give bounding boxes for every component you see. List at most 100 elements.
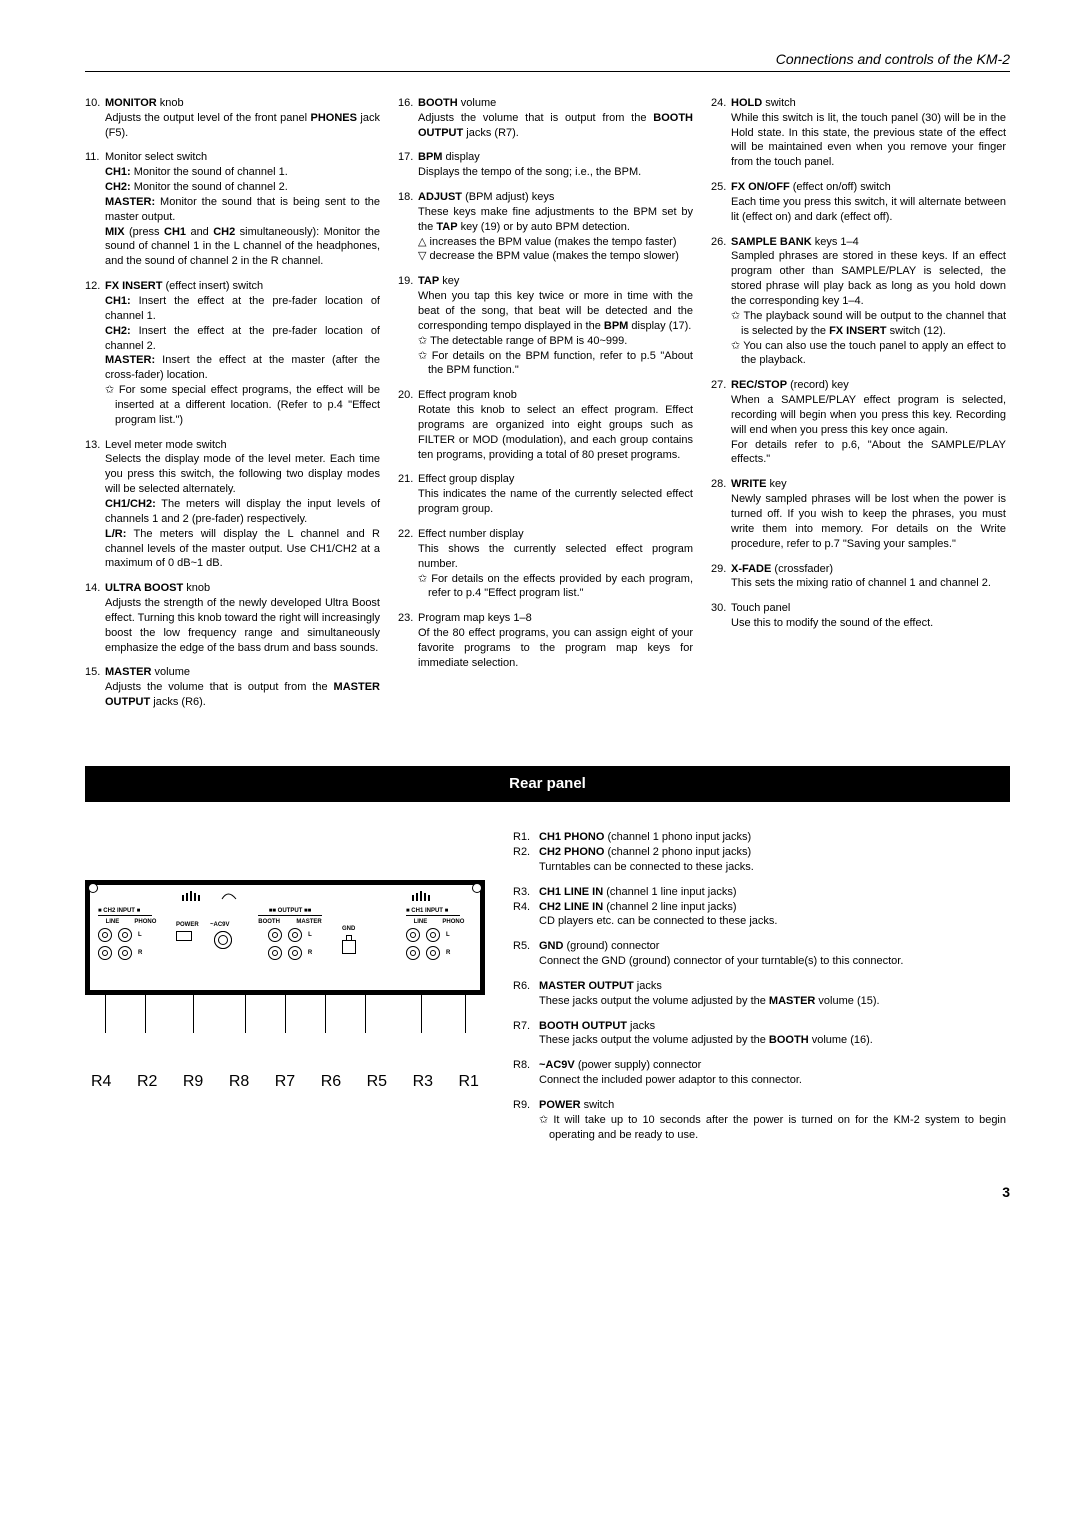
page-number: 3 xyxy=(85,1183,1010,1202)
list-item: 21.Effect group displayThis indicates th… xyxy=(398,472,697,517)
rear-pointer-label: R9 xyxy=(183,1071,203,1093)
item-body: FX ON/OFF (effect on/off) switchEach tim… xyxy=(731,180,1006,225)
item-body: ADJUST (BPM adjust) keysThese keys make … xyxy=(418,190,693,264)
item-body: CH1 PHONO (channel 1 phono input jacks) xyxy=(539,830,1006,845)
item-body: BOOTH volumeAdjusts the volume that is o… xyxy=(418,96,693,141)
list-item: 28.WRITE keyNewly sampled phrases will b… xyxy=(711,477,1010,551)
item-body: TAP keyWhen you tap this key twice or mo… xyxy=(418,274,693,378)
item-number: 12. xyxy=(85,279,105,294)
item-body: CH2 LINE IN (channel 2 line input jacks)… xyxy=(539,900,1006,930)
list-item: 17.BPM displayDisplays the tempo of the … xyxy=(398,150,697,180)
item-number: R5. xyxy=(513,939,539,954)
list-item: 15.MASTER volumeAdjusts the volume that … xyxy=(85,665,384,710)
item-body: Touch panelUse this to modify the sound … xyxy=(731,601,1006,631)
item-body: BOOTH OUTPUT jacksThese jacks output the… xyxy=(539,1019,1006,1049)
rear-pointer-label: R1 xyxy=(459,1071,479,1093)
rear-list-item: R7.BOOTH OUTPUT jacksThese jacks output … xyxy=(513,1019,1010,1049)
item-number: 20. xyxy=(398,388,418,403)
item-body: ULTRA BOOST knobAdjusts the strength of … xyxy=(105,581,380,655)
item-body: X-FADE (crossfader)This sets the mixing … xyxy=(731,562,1006,592)
item-number: 14. xyxy=(85,581,105,596)
item-body: Monitor select switchCH1: Monitor the so… xyxy=(105,150,380,269)
item-body: Level meter mode switchSelects the displ… xyxy=(105,438,380,572)
list-item: 14.ULTRA BOOST knobAdjusts the strength … xyxy=(85,581,384,655)
item-body: HOLD switchWhile this switch is lit, the… xyxy=(731,96,1006,170)
item-number: 23. xyxy=(398,611,418,626)
item-body: MASTER OUTPUT jacksThese jacks output th… xyxy=(539,979,1006,1009)
item-body: Program map keys 1–8Of the 80 effect pro… xyxy=(418,611,693,670)
rear-list: R1.CH1 PHONO (channel 1 phono input jack… xyxy=(513,830,1010,1152)
item-body: POWER switch✩ It will take up to 10 seco… xyxy=(539,1098,1006,1143)
item-number: R9. xyxy=(513,1098,539,1113)
list-item: 12.FX INSERT (effect insert) switchCH1: … xyxy=(85,279,384,427)
item-body: MONITOR knobAdjusts the output level of … xyxy=(105,96,380,141)
item-number: R6. xyxy=(513,979,539,994)
item-number: 21. xyxy=(398,472,418,487)
item-body: REC/STOP (record) keyWhen a SAMPLE/PLAY … xyxy=(731,378,1006,467)
list-item: 27.REC/STOP (record) keyWhen a SAMPLE/PL… xyxy=(711,378,1010,467)
item-number: R1. xyxy=(513,830,539,845)
item-number: R4. xyxy=(513,900,539,915)
item-body: ~AC9V (power supply) connectorConnect th… xyxy=(539,1058,1006,1088)
rear-panel-diagram: ■ CH2 INPUT ■ LINEPHONO L R POWER ~AC9V … xyxy=(85,830,485,1093)
list-item: 13.Level meter mode switchSelects the di… xyxy=(85,438,384,572)
rear-pointer-label: R3 xyxy=(413,1071,433,1093)
rear-list-item: R9.POWER switch✩ It will take up to 10 s… xyxy=(513,1098,1010,1143)
item-number: 22. xyxy=(398,527,418,542)
item-body: Effect group displayThis indicates the n… xyxy=(418,472,693,517)
item-number: 27. xyxy=(711,378,731,393)
list-item: 26.SAMPLE BANK keys 1–4Sampled phrases a… xyxy=(711,235,1010,369)
list-item: 24.HOLD switchWhile this switch is lit, … xyxy=(711,96,1010,170)
list-item: 18.ADJUST (BPM adjust) keysThese keys ma… xyxy=(398,190,697,264)
item-number: 16. xyxy=(398,96,418,111)
item-body: GND (ground) connectorConnect the GND (g… xyxy=(539,939,1006,969)
item-number: 28. xyxy=(711,477,731,492)
item-number: R3. xyxy=(513,885,539,900)
list-item: 20.Effect program knobRotate this knob t… xyxy=(398,388,697,462)
list-item: 23.Program map keys 1–8Of the 80 effect … xyxy=(398,611,697,670)
column-2: 16.BOOTH volumeAdjusts the volume that i… xyxy=(398,96,697,720)
rear-list-item: R3.CH1 LINE IN (channel 1 line input jac… xyxy=(513,885,1010,930)
item-number: 17. xyxy=(398,150,418,165)
item-number: 13. xyxy=(85,438,105,453)
rear-pointer-label: R4 xyxy=(91,1071,111,1093)
main-columns: 10.MONITOR knobAdjusts the output level … xyxy=(85,96,1010,720)
list-item: 16.BOOTH volumeAdjusts the volume that i… xyxy=(398,96,697,141)
item-number: R8. xyxy=(513,1058,539,1073)
item-number: 15. xyxy=(85,665,105,680)
list-item: 11.Monitor select switchCH1: Monitor the… xyxy=(85,150,384,269)
item-number: 30. xyxy=(711,601,731,616)
section-title-bar: Rear panel xyxy=(85,766,1010,802)
rear-panel-section: ■ CH2 INPUT ■ LINEPHONO L R POWER ~AC9V … xyxy=(85,830,1010,1152)
list-item: 29.X-FADE (crossfader)This sets the mixi… xyxy=(711,562,1010,592)
item-number: R2. xyxy=(513,845,539,860)
list-item: 19.TAP keyWhen you tap this key twice or… xyxy=(398,274,697,378)
list-item: 22.Effect number displayThis shows the c… xyxy=(398,527,697,601)
list-item: 30.Touch panelUse this to modify the sou… xyxy=(711,601,1010,631)
rear-pointer-label: R8 xyxy=(229,1071,249,1093)
item-number: 24. xyxy=(711,96,731,111)
item-body: CH1 LINE IN (channel 1 line input jacks) xyxy=(539,885,1006,900)
rear-list-item: R6.MASTER OUTPUT jacksThese jacks output… xyxy=(513,979,1010,1009)
item-body: SAMPLE BANK keys 1–4Sampled phrases are … xyxy=(731,235,1006,369)
item-number: 25. xyxy=(711,180,731,195)
list-item: 25.FX ON/OFF (effect on/off) switchEach … xyxy=(711,180,1010,225)
item-number: 11. xyxy=(85,150,105,165)
rear-pointer-label: R5 xyxy=(367,1071,387,1093)
item-number: 19. xyxy=(398,274,418,289)
item-body: WRITE keyNewly sampled phrases will be l… xyxy=(731,477,1006,551)
item-number: 18. xyxy=(398,190,418,205)
item-body: Effect program knobRotate this knob to s… xyxy=(418,388,693,462)
item-body: BPM displayDisplays the tempo of the son… xyxy=(418,150,693,180)
rear-list-item: R1.CH1 PHONO (channel 1 phono input jack… xyxy=(513,830,1010,875)
item-body: Effect number displayThis shows the curr… xyxy=(418,527,693,601)
rear-list-item: R5.GND (ground) connectorConnect the GND… xyxy=(513,939,1010,969)
rear-pointer-label: R6 xyxy=(321,1071,341,1093)
list-item: 10.MONITOR knobAdjusts the output level … xyxy=(85,96,384,141)
item-number: 10. xyxy=(85,96,105,111)
item-body: CH2 PHONO (channel 2 phono input jacks)T… xyxy=(539,845,1006,875)
page-header: Connections and controls of the KM-2 xyxy=(85,50,1010,72)
item-number: 26. xyxy=(711,235,731,250)
rear-pointer-label: R7 xyxy=(275,1071,295,1093)
item-number: 29. xyxy=(711,562,731,577)
